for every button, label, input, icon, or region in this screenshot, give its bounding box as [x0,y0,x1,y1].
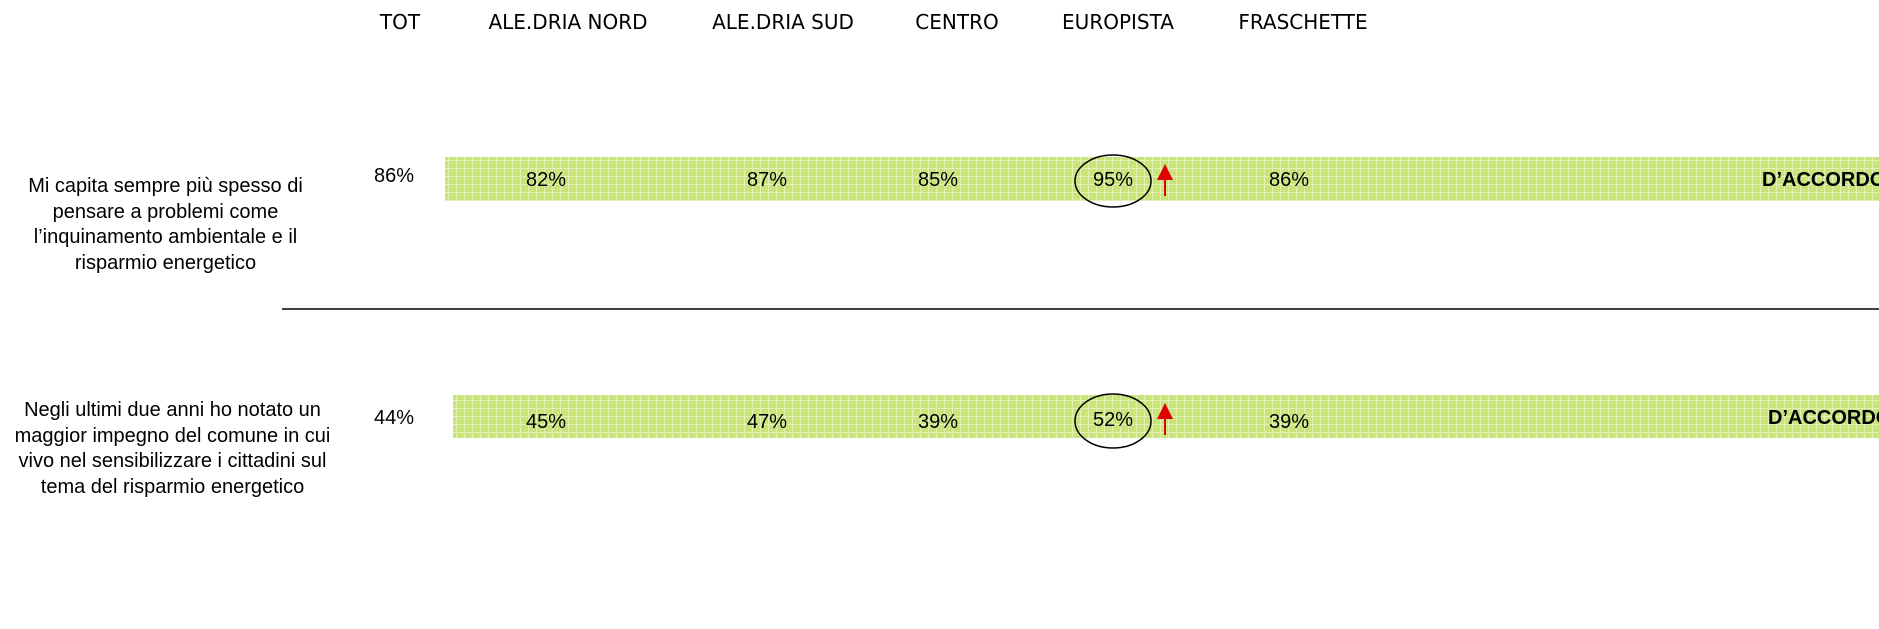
agree-label: D’ACCORDO [1762,169,1879,191]
column-header: FRASCHETTE [1238,10,1368,34]
cell-value: 95% [1092,169,1134,191]
cell-value: 47% [746,411,788,433]
total-value: 86% [373,165,415,187]
cell-value: 87% [746,169,788,191]
cell-value: 39% [917,411,959,433]
statement: Mi capita sempre più spesso di pensare a… [28,175,303,274]
highlight-circle [1074,393,1152,449]
cell-value: 86% [1268,169,1310,191]
statement: Negli ultimi due anni ho notato un maggi… [14,399,331,498]
cell-value: 39% [1268,411,1310,433]
column-header: ALE.DRIA NORD [488,10,648,34]
cell-value: 82% [525,169,567,191]
band [445,157,1879,201]
highlight-circle [1074,154,1152,208]
column-header: EUROPISTA [1062,10,1174,34]
column-header: ALE.DRIA SUD [712,10,854,34]
cell-value: 85% [917,169,959,191]
cell-value: 45% [525,411,567,433]
agree-label: D’ACCORDO [1768,407,1879,429]
cell-value: 52% [1092,409,1134,431]
column-header: CENTRO [915,10,999,34]
total-value: 44% [373,407,415,429]
column-header: TOT [379,10,421,34]
